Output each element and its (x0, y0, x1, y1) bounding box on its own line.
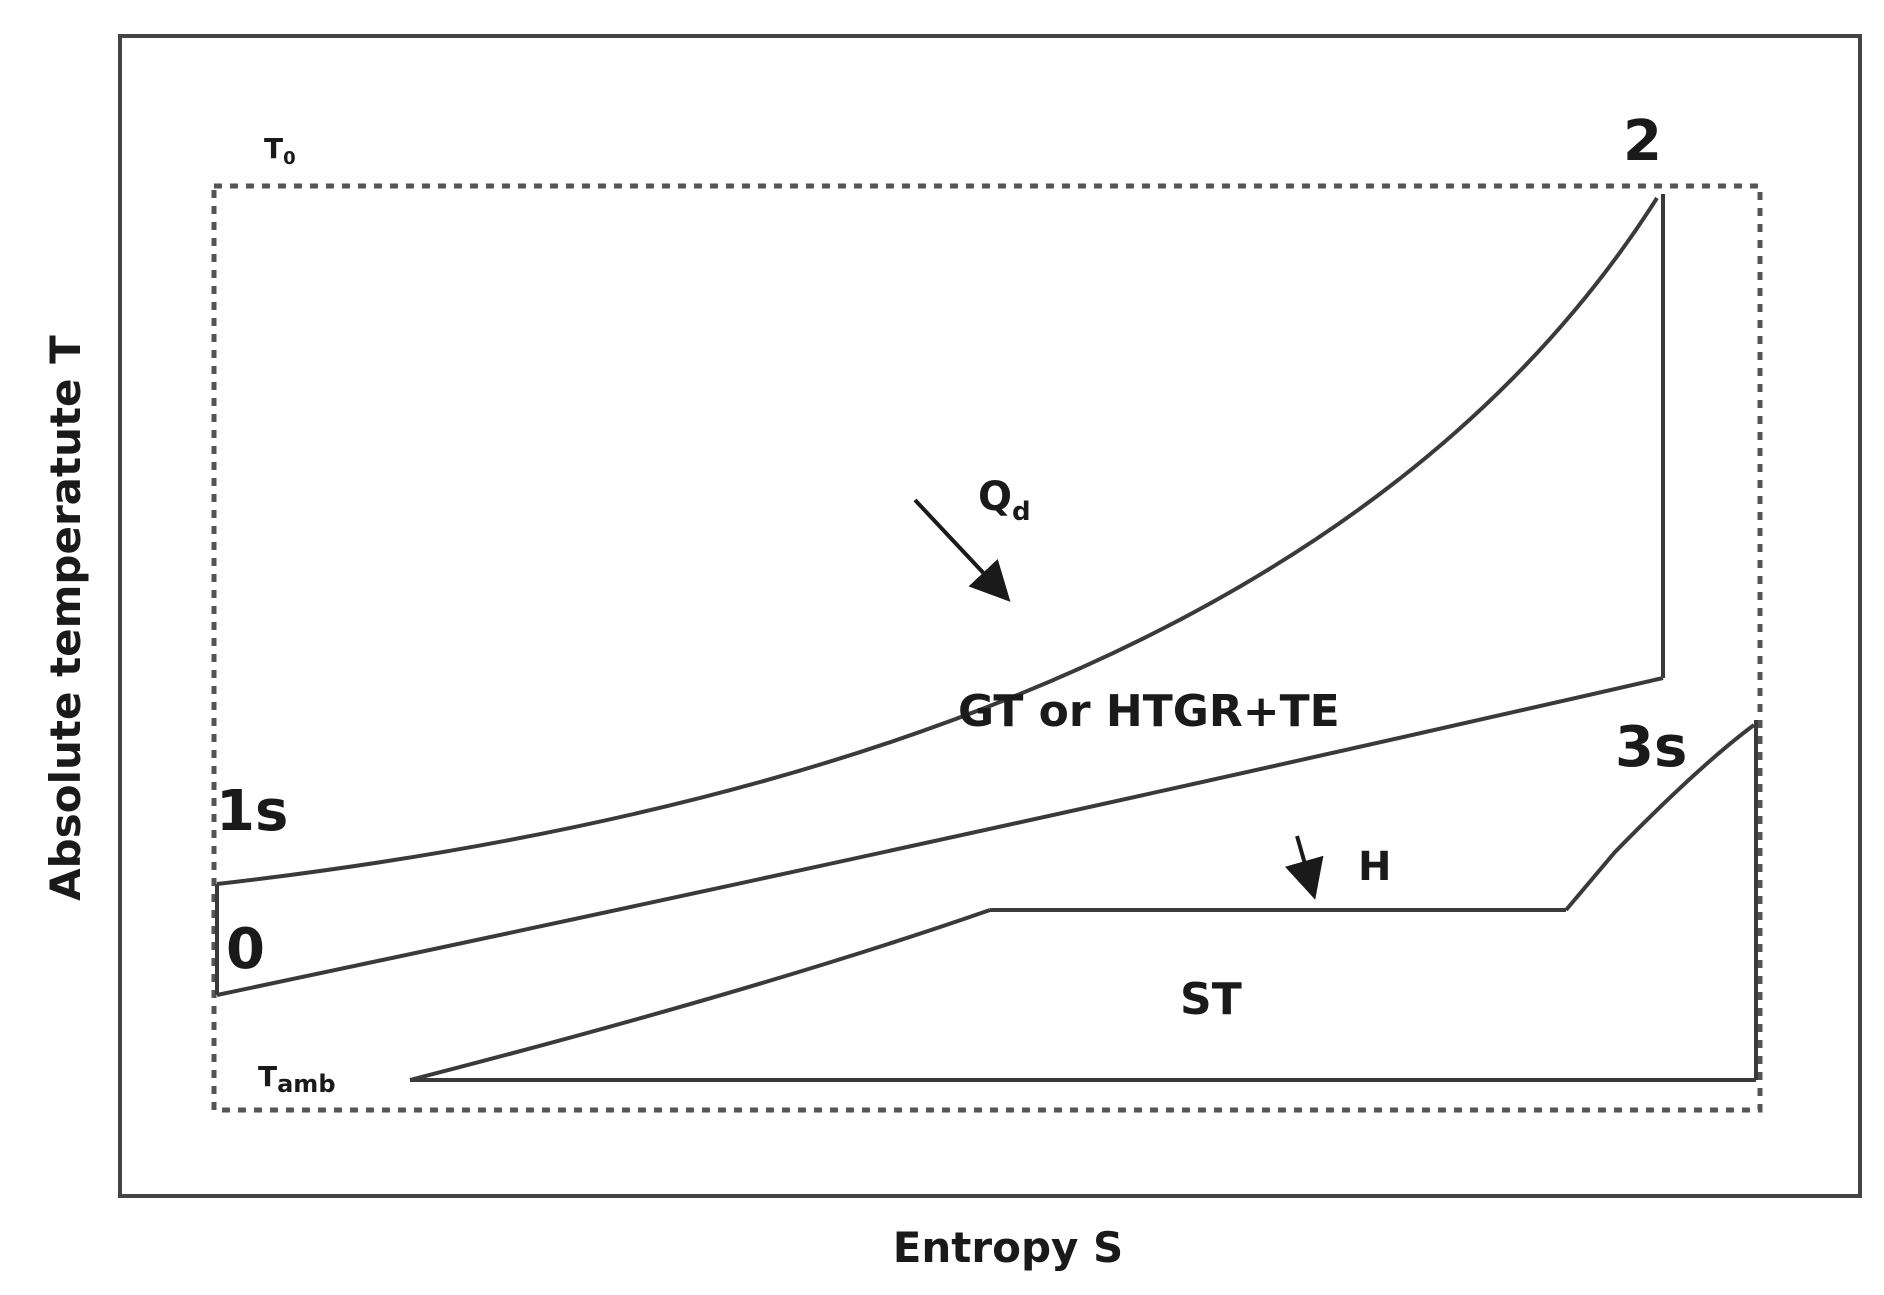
qd-arrow-icon (913, 498, 1011, 602)
point-3s-label: 3s (1615, 715, 1687, 780)
heat-rejection-curve (216, 676, 1664, 997)
plot-frame (118, 34, 1862, 1198)
st-region-label: ST (1180, 974, 1242, 1025)
steam-superheat-curve (1564, 723, 1756, 912)
steam-heating-curve (409, 908, 991, 1082)
qd-annotation: Qd (978, 474, 1031, 527)
point-0-label: 0 (226, 917, 265, 982)
h-arrow-icon (1284, 835, 1324, 900)
point-1s-label: 1s (216, 779, 288, 844)
x-axis-label: Entropy S (893, 1223, 1124, 1272)
dashed-temperature-bounds (211, 183, 1763, 1113)
t0-annotation: T0 (264, 132, 296, 169)
y-axis-label: Absolute temperatute T (41, 335, 90, 901)
heat-addition-curve (216, 196, 1659, 886)
tamb-annotation: Tamb (258, 1060, 336, 1098)
gt-region-label: GT or HTGR+TE (958, 686, 1340, 737)
point-2-label: 2 (1623, 109, 1662, 174)
h-annotation: H (1358, 844, 1391, 890)
